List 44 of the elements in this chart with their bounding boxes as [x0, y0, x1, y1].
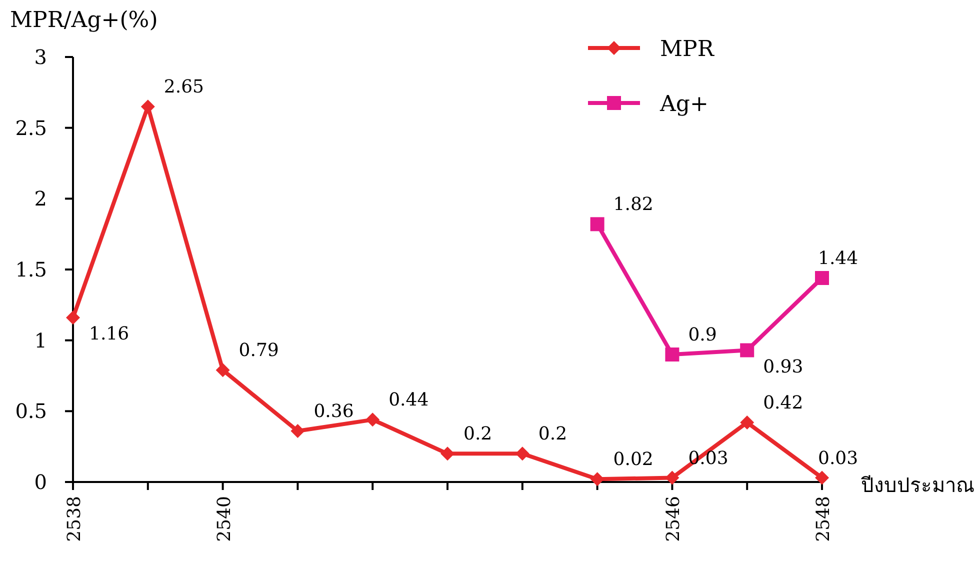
y-tick-label: 1: [34, 328, 47, 352]
x-tick-label: 2538: [64, 496, 85, 542]
point: [366, 412, 380, 427]
point: [290, 424, 305, 438]
point: [590, 472, 604, 486]
data-label: 1.82: [613, 194, 654, 216]
point: [515, 446, 530, 461]
data-label: 0.2: [464, 424, 492, 445]
data-label: 0.03: [818, 448, 858, 469]
point: [815, 470, 829, 485]
point: [665, 348, 680, 362]
data-label: 0.93: [763, 356, 804, 378]
x-tick-label: 2540: [214, 496, 235, 542]
y-tick-label: 3: [34, 45, 47, 69]
y-tick-label: 1.5: [15, 258, 47, 282]
point: [665, 470, 680, 485]
x-tick-label: 2546: [663, 496, 684, 542]
point: [815, 271, 829, 285]
data-label: 0.36: [314, 401, 354, 422]
y-tick-label: 2.5: [15, 116, 47, 140]
point: [740, 416, 754, 430]
y-tick-label: 0.5: [15, 399, 47, 424]
point: [140, 100, 155, 114]
data-label: 0.9: [688, 324, 717, 346]
data-label: 0.02: [613, 449, 654, 470]
point: [440, 446, 454, 461]
point: [740, 343, 754, 358]
data-label: 1.44: [818, 248, 858, 269]
data-label: 0.2: [538, 424, 568, 445]
legend-label: Ag+: [659, 92, 708, 117]
data-label: 2.65: [164, 76, 204, 98]
point: [590, 217, 604, 232]
point: [216, 363, 230, 378]
y-tick-label: 0: [34, 470, 47, 494]
x-tick-label: 2548: [813, 496, 834, 542]
data-label: 0.79: [238, 340, 279, 362]
legend-label: MPR: [660, 37, 716, 62]
data-label: 0.44: [388, 390, 429, 411]
data-label: 0.42: [763, 392, 804, 414]
y-tick-label: 2: [34, 186, 47, 211]
data-label: 1.16: [89, 324, 130, 345]
y-axis-title: MPR/Ag+(%): [10, 8, 158, 33]
point: [66, 310, 80, 325]
x-axis-title: ปีงบประมาณ: [861, 473, 975, 497]
